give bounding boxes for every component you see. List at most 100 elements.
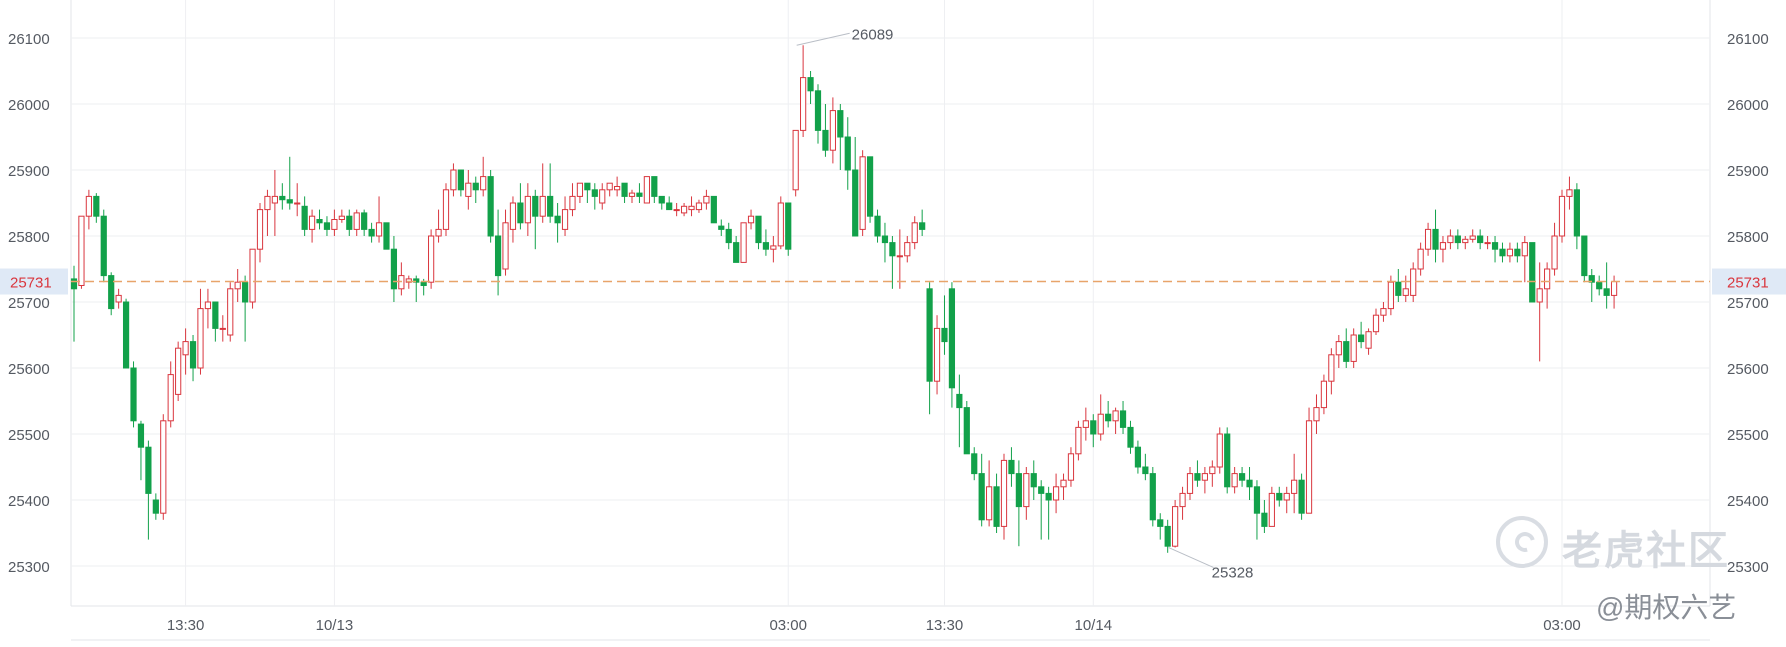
y-tick-label-left: 25500 — [8, 427, 50, 444]
candle-body — [346, 215, 353, 230]
current-price-tag-left — [0, 268, 68, 295]
candle-body — [1097, 413, 1104, 435]
candle-body — [1499, 248, 1506, 257]
x-tick-label: 13:30 — [926, 617, 964, 634]
x-tick-label: 10/13 — [316, 617, 354, 634]
candle-body — [1447, 235, 1454, 244]
candle-body — [1201, 473, 1208, 481]
candle-body — [896, 255, 903, 258]
candle-body — [450, 169, 457, 191]
candle-body — [1387, 281, 1394, 310]
candle-body — [331, 219, 338, 230]
candle-body — [710, 195, 717, 224]
candle-body — [1328, 354, 1335, 382]
candle-body — [212, 301, 219, 329]
candle-body — [1610, 281, 1618, 296]
candle-body — [576, 182, 584, 197]
y-tick-label-left: 25600 — [8, 361, 50, 378]
candle-body — [100, 215, 107, 277]
candle-body — [591, 189, 598, 197]
candle-body — [1551, 235, 1558, 270]
candle-body — [1172, 506, 1179, 547]
y-tick-label-left: 25700 — [8, 295, 50, 312]
candle-body — [1491, 242, 1499, 250]
candle-body — [361, 212, 368, 230]
tiger-logo-icon — [1496, 516, 1548, 568]
candle-body — [1536, 288, 1543, 303]
candle-body — [733, 242, 740, 263]
candle-body — [1283, 492, 1290, 501]
current-price-label-left: 25731 — [10, 275, 52, 292]
candle-body — [1105, 413, 1112, 422]
candle-body — [227, 288, 234, 336]
candle-body — [1320, 380, 1328, 409]
candle-body — [539, 195, 546, 217]
candle-body — [1432, 228, 1439, 250]
candle-body — [375, 222, 383, 237]
candle-body — [889, 242, 896, 257]
candle-body — [1149, 473, 1156, 521]
candle-body — [1439, 242, 1447, 250]
candle-body — [814, 90, 822, 131]
candle-body — [941, 327, 948, 343]
candle-body — [420, 281, 427, 287]
low-marker-label: 25328 — [1212, 565, 1254, 582]
candle-body — [718, 225, 725, 230]
candle-body — [1454, 235, 1461, 244]
candle-body — [1082, 420, 1089, 428]
candle-body — [1305, 420, 1313, 514]
candle-body — [390, 248, 398, 290]
candle-body — [517, 202, 524, 224]
y-tick-label-right: 26000 — [1727, 97, 1769, 114]
watermark-subtext: @期权六艺 — [1596, 592, 1737, 623]
candle-body — [844, 136, 851, 171]
candle-body — [532, 195, 539, 217]
candle-body — [428, 235, 435, 283]
candle-body — [1291, 479, 1298, 494]
y-tick-label-left: 26000 — [8, 97, 50, 114]
candle-body — [160, 420, 167, 514]
candle-body — [1157, 519, 1164, 527]
candle-body — [1164, 525, 1171, 547]
candle-body — [1484, 242, 1491, 245]
candle-body — [1030, 473, 1037, 488]
candle-body — [1462, 238, 1469, 244]
candle-body — [666, 202, 673, 211]
candle-body — [1395, 281, 1402, 296]
candle-body — [1544, 268, 1551, 290]
candle-body — [368, 228, 375, 237]
candle-body — [785, 202, 792, 250]
candle-body — [130, 367, 137, 422]
candle-body — [1477, 235, 1484, 244]
candle-body — [695, 202, 703, 211]
candle-body — [762, 242, 770, 250]
candle-body — [234, 281, 241, 290]
candle-body — [167, 374, 174, 422]
candle-body — [1335, 341, 1342, 356]
overlays: 25731 25731 26089 25328 — [0, 26, 1786, 582]
candle-body — [986, 486, 993, 521]
x-tick-label: 03:00 — [1543, 617, 1581, 634]
candle-body — [1060, 479, 1067, 488]
candle-body — [323, 222, 331, 230]
candle-body — [1119, 410, 1127, 428]
candle-body — [1313, 407, 1320, 422]
candle-body — [249, 248, 256, 303]
candle-body — [197, 308, 204, 369]
candle-body — [599, 189, 606, 204]
candle-body — [338, 215, 345, 220]
candle-body — [1194, 473, 1201, 481]
candle-body — [264, 195, 271, 211]
candle-body — [442, 189, 450, 230]
candle-body — [673, 209, 680, 212]
candle-body — [1402, 288, 1409, 296]
candle-body — [175, 347, 182, 395]
candle-body — [1000, 459, 1008, 527]
candle-body — [1179, 492, 1186, 508]
candle-body — [1417, 248, 1424, 270]
candle-body — [413, 278, 420, 283]
candle-body — [1358, 334, 1365, 343]
axes: 25300 25300 25400 25400 25500 25500 25600 25600… — [8, 31, 1769, 634]
candle-body — [725, 228, 732, 244]
candle-body — [256, 209, 264, 250]
